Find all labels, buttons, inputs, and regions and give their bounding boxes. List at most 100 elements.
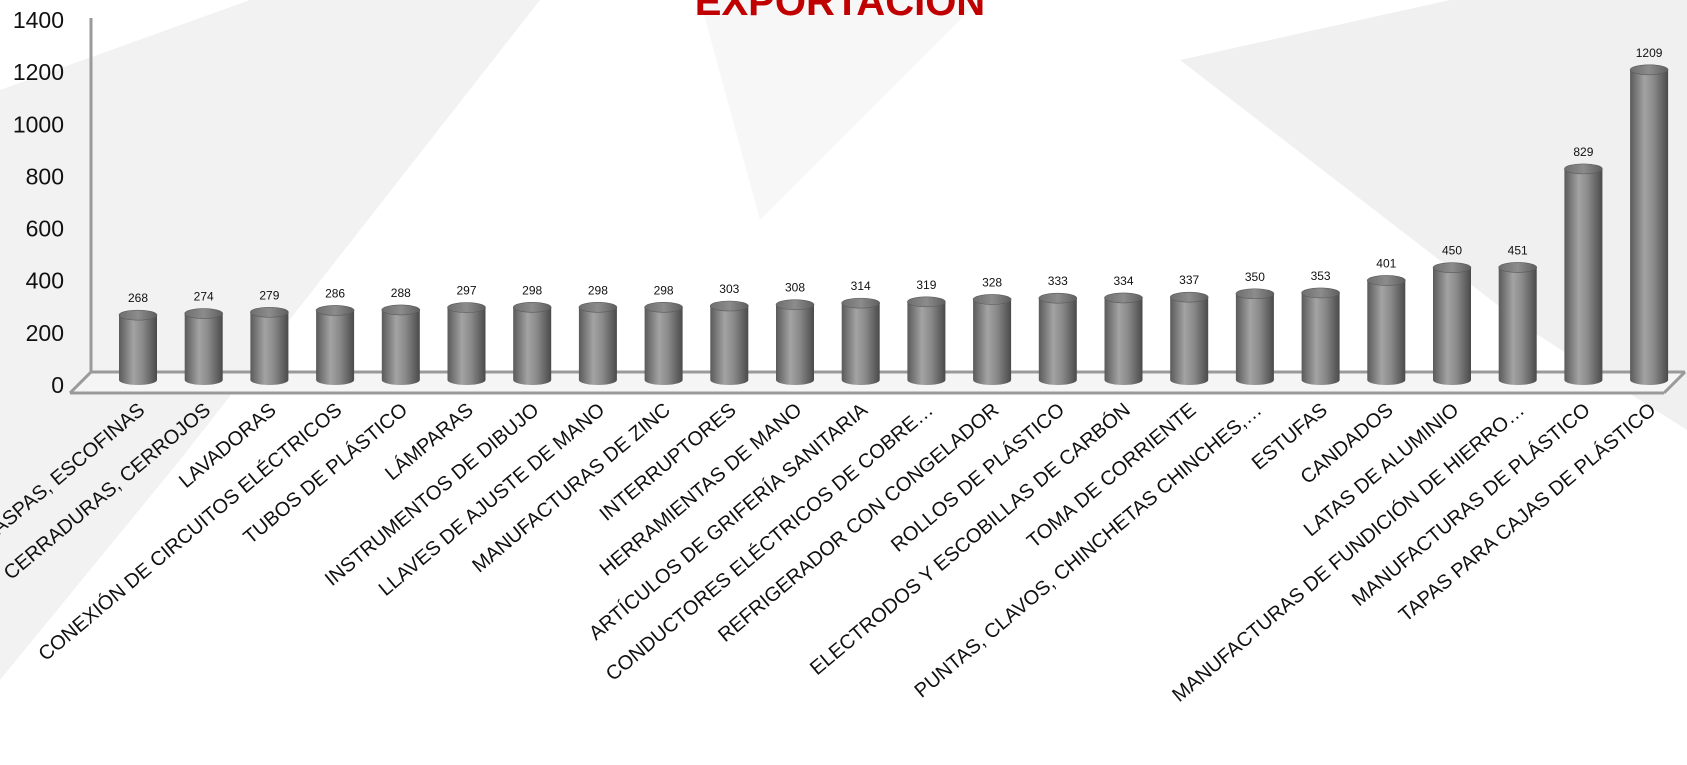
bar-body (1564, 168, 1603, 385)
data-label: 451 (1508, 243, 1528, 257)
data-label: 319 (916, 278, 936, 292)
data-label: 298 (588, 283, 608, 297)
bar-top-cap (1432, 262, 1472, 273)
bar (250, 306, 289, 385)
data-label: 298 (654, 283, 674, 297)
bar (1564, 163, 1603, 385)
bar-body (1498, 267, 1537, 385)
bar-top-cap (447, 302, 486, 313)
bar-top-cap (1564, 163, 1603, 175)
bar-top-cap (118, 309, 158, 321)
background-shape-center (700, 0, 980, 220)
bar-body (907, 301, 946, 385)
y-tick-label: 0 (51, 372, 64, 398)
bar (1367, 275, 1406, 385)
bar-body (1235, 293, 1274, 385)
data-label: 298 (522, 283, 542, 297)
bar-body (184, 313, 223, 385)
bar (578, 302, 618, 385)
bar-top-cap (512, 302, 552, 313)
floor-left-edge (68, 370, 93, 395)
y-tick-label: 800 (26, 163, 64, 189)
bar-body (644, 307, 683, 385)
bar (381, 304, 421, 385)
bar-body (119, 315, 157, 385)
chart-title: EXPORTACIÓN (695, 0, 985, 24)
bar-body (1433, 267, 1471, 385)
bar-body (578, 307, 617, 385)
data-label: 333 (1048, 274, 1068, 288)
bar (1235, 288, 1275, 385)
bar-top-cap (1038, 292, 1078, 304)
data-label: 288 (391, 286, 411, 300)
bar-body (1104, 297, 1143, 385)
bar-top-cap (709, 300, 749, 312)
data-label: 350 (1245, 270, 1265, 284)
bar-top-cap (1104, 292, 1143, 304)
bar-top-cap (1235, 288, 1275, 300)
y-tick-label: 1200 (13, 59, 64, 85)
bar-body (1301, 292, 1340, 385)
x-axis-ticks: LIMAS, RASPAS, ESCOFINASCERRADURAS, CERR… (0, 398, 1660, 707)
bar-body (973, 299, 1012, 385)
bar-top-cap (1367, 275, 1406, 286)
bar (907, 296, 946, 385)
bar-body (250, 312, 289, 385)
bar (1038, 292, 1078, 385)
x-tick-label: MANUFACTURAS DE PLÁSTICO (1347, 398, 1594, 611)
background-shape-right (1180, 0, 1687, 430)
bar (118, 309, 158, 385)
bar (315, 305, 355, 385)
y-tick-label: 200 (26, 320, 64, 346)
bar-top-cap (1169, 291, 1209, 303)
bar-top-cap (907, 296, 946, 308)
bar-top-cap (315, 305, 355, 316)
data-label: 303 (719, 282, 739, 296)
bar-top-cap (644, 302, 683, 313)
data-label: 334 (1113, 274, 1133, 288)
bar (512, 302, 552, 385)
y-axis-ticks: 0 200 400 600 800 1000 1200 1400 (13, 7, 64, 398)
bars-group (118, 64, 1669, 386)
bar-body (776, 304, 814, 385)
bar (972, 294, 1012, 385)
y-tick-label: 1400 (13, 7, 64, 33)
y-tick-label: 600 (26, 216, 64, 242)
data-label: 337 (1179, 273, 1199, 287)
bar (184, 308, 223, 385)
data-label: 450 (1442, 244, 1462, 258)
bar-top-cap (1498, 262, 1537, 273)
bar (1169, 291, 1209, 385)
bar-body (710, 306, 749, 385)
floor-right-edge (1662, 370, 1687, 395)
bar-body (1038, 298, 1077, 385)
data-label: 353 (1311, 269, 1331, 283)
data-label: 401 (1376, 256, 1396, 270)
bar-top-cap (841, 297, 881, 309)
bar-body (447, 307, 486, 385)
bar (775, 299, 815, 385)
bar (709, 300, 749, 385)
bar (1629, 64, 1669, 386)
bar-body (381, 309, 420, 385)
bar-top-cap (1629, 64, 1669, 76)
bar-top-cap (381, 304, 421, 316)
data-labels-group: 268 274 279 286 288 297 298 298 298 303 308 314 319 3… (128, 46, 1663, 305)
bar-top-cap (184, 308, 223, 319)
bar-body (841, 303, 880, 385)
bar-top-cap (775, 299, 815, 311)
bar-body (513, 307, 552, 385)
bar (1104, 292, 1143, 385)
bar-body (1367, 280, 1406, 385)
bar (1498, 262, 1537, 385)
data-label: 829 (1573, 145, 1593, 159)
data-label: 308 (785, 281, 805, 295)
bar-body (1630, 69, 1669, 386)
bar (1301, 287, 1340, 385)
bar-top-cap (578, 302, 618, 313)
data-label: 279 (259, 288, 279, 302)
bar-body (1170, 297, 1209, 385)
y-tick-label: 400 (26, 268, 64, 294)
